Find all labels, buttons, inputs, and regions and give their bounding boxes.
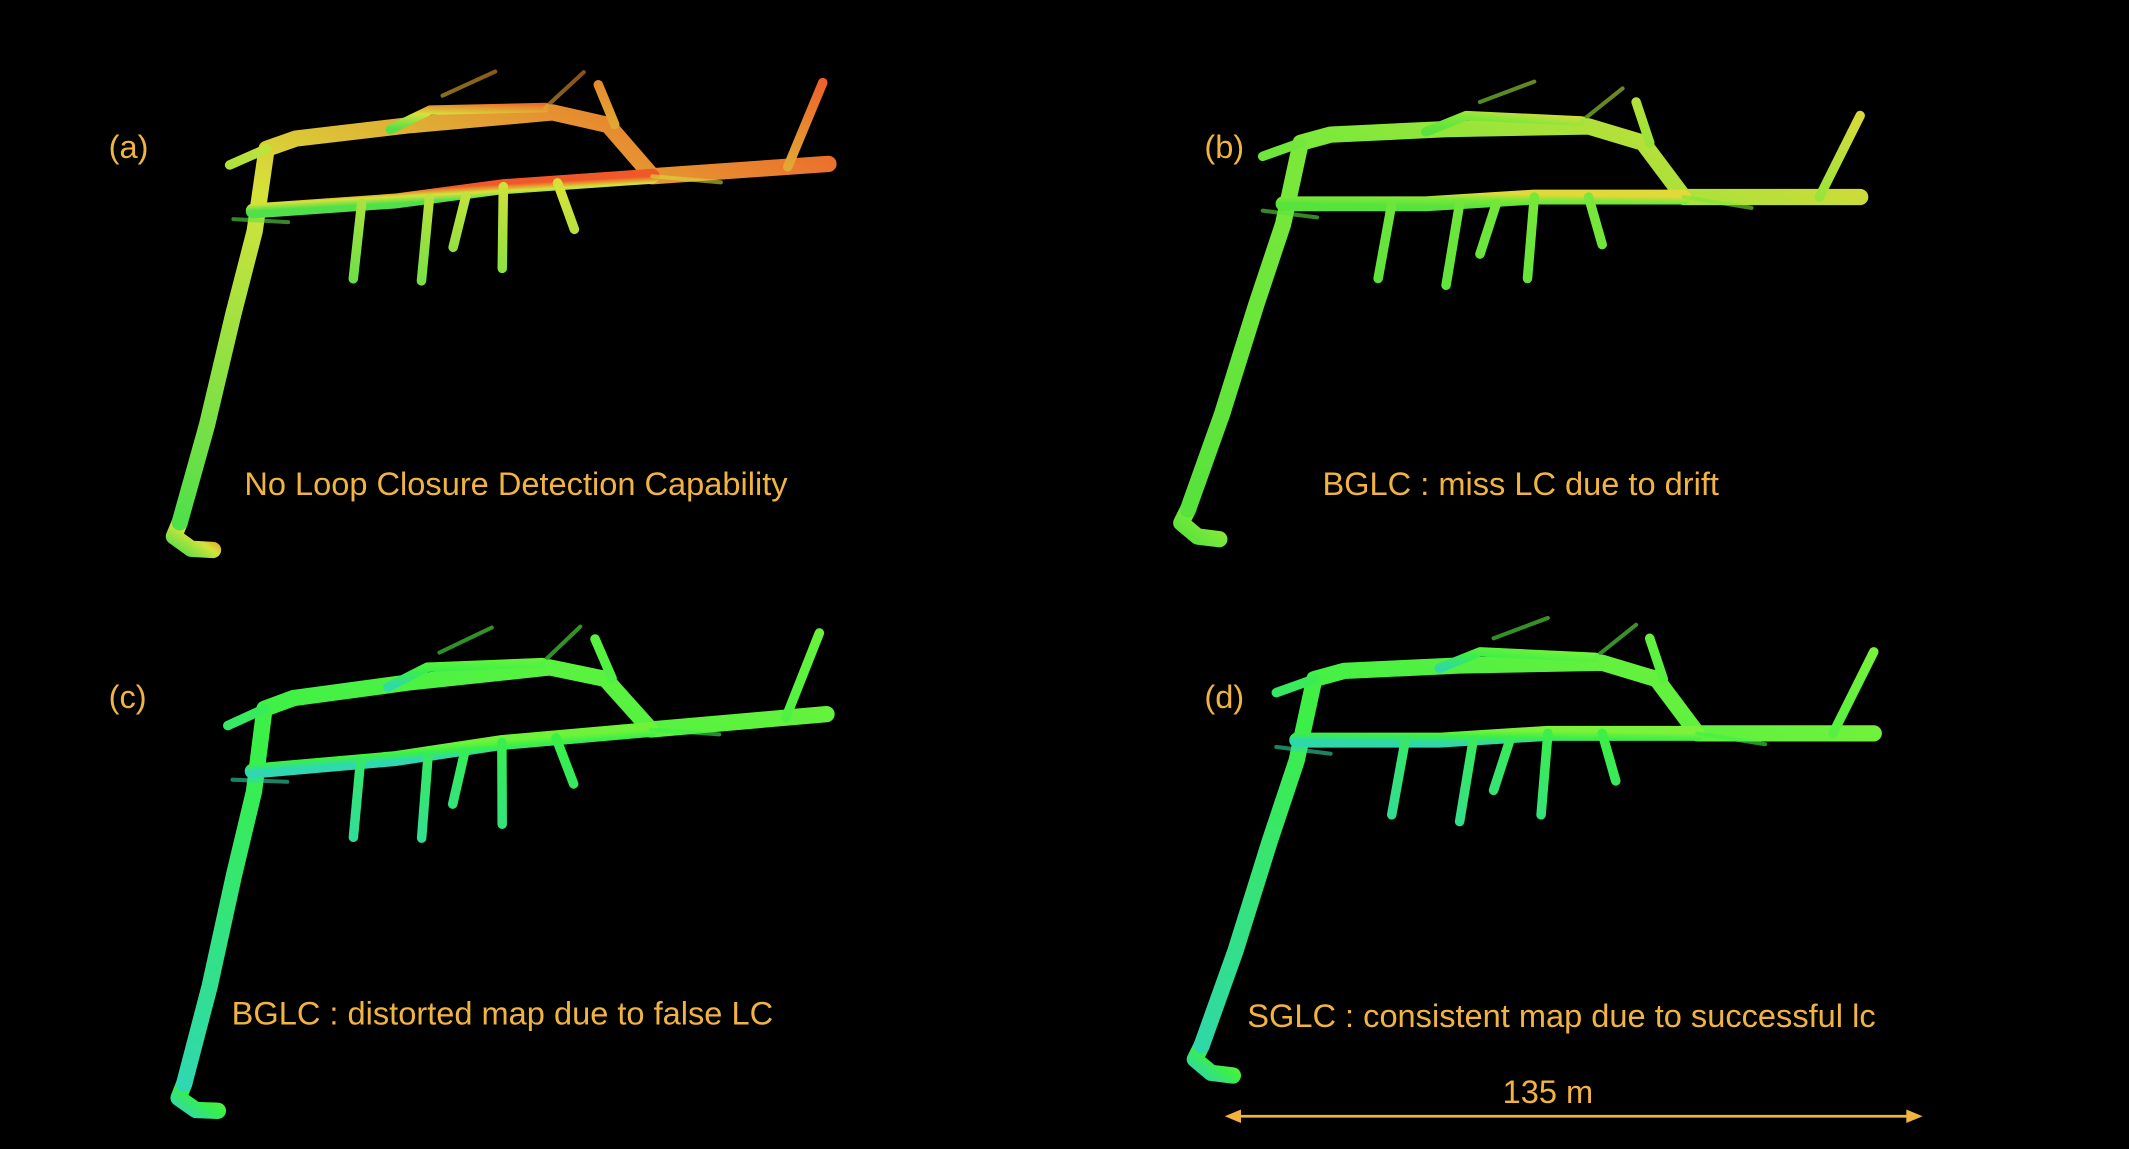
panel-caption: No Loop Closure Detection Capability [244, 466, 788, 502]
scale-bar: 135 m [1224, 1074, 1923, 1124]
panel-label: (a) [109, 129, 149, 165]
panel-label: (b) [1204, 129, 1244, 165]
panel-label: (c) [109, 679, 147, 715]
scale-bar-label: 135 m [1503, 1074, 1594, 1110]
map-c [140, 599, 856, 1114]
panel-caption: SGLC : consistent map due to successful … [1247, 998, 1875, 1034]
panel-label: (d) [1204, 679, 1244, 715]
panel-caption: BGLC : miss LC due to drift [1322, 466, 1719, 502]
panel-caption: BGLC : distorted map due to false LC [232, 995, 773, 1031]
